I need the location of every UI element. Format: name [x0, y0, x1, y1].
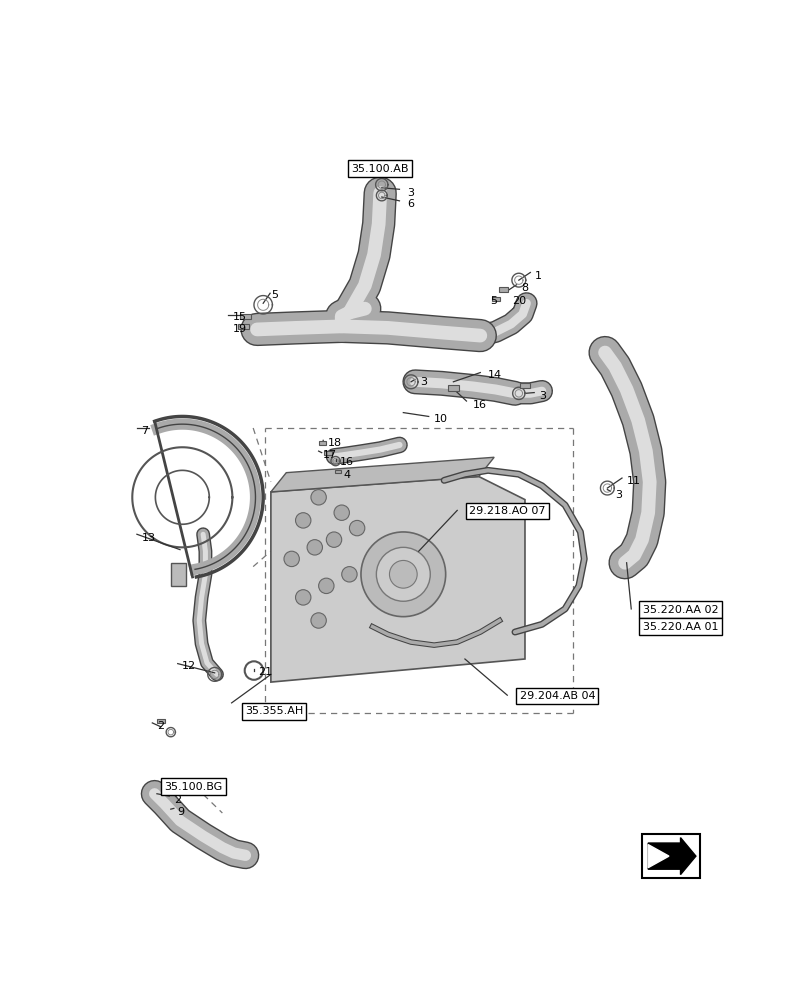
Text: 3: 3 [539, 391, 546, 401]
Circle shape [311, 613, 326, 628]
Text: 9: 9 [178, 807, 185, 817]
Text: 35.100.BG: 35.100.BG [164, 782, 222, 792]
Text: 19: 19 [233, 324, 246, 334]
Text: 11: 11 [627, 476, 641, 486]
Text: 10: 10 [434, 414, 448, 424]
Text: 21: 21 [259, 667, 272, 677]
Text: 3: 3 [615, 490, 622, 500]
Polygon shape [170, 563, 186, 586]
Text: 12: 12 [182, 661, 196, 671]
Circle shape [307, 540, 322, 555]
Text: 6: 6 [407, 199, 415, 209]
Bar [520, 383, 529, 388]
Text: 15: 15 [233, 312, 246, 322]
Circle shape [326, 532, 342, 547]
Bar [240, 314, 250, 319]
Circle shape [349, 520, 365, 536]
Bar [238, 324, 249, 329]
Text: 5: 5 [271, 290, 278, 300]
Polygon shape [271, 457, 494, 492]
Text: 3: 3 [407, 188, 415, 198]
Circle shape [311, 490, 326, 505]
Text: 8: 8 [521, 283, 528, 293]
Text: 16: 16 [473, 400, 486, 410]
Circle shape [318, 578, 334, 594]
Text: 2: 2 [157, 721, 164, 731]
Text: 29.218.AO 07: 29.218.AO 07 [469, 506, 545, 516]
Text: 3: 3 [420, 377, 427, 387]
Bar [335, 470, 341, 473]
Text: 2: 2 [174, 795, 181, 805]
Circle shape [334, 505, 349, 520]
Circle shape [296, 590, 311, 605]
Text: 35.220.AA 01: 35.220.AA 01 [643, 622, 718, 632]
Circle shape [342, 567, 357, 582]
Text: 4: 4 [343, 470, 351, 480]
Bar [324, 451, 332, 455]
Text: 20: 20 [512, 296, 526, 306]
Bar [318, 441, 326, 445]
Text: 5: 5 [490, 296, 498, 306]
Text: 18: 18 [328, 438, 342, 448]
Circle shape [389, 560, 417, 588]
Bar [157, 719, 165, 723]
Text: 16: 16 [340, 457, 354, 467]
Circle shape [361, 532, 446, 617]
Text: 35.100.AB: 35.100.AB [351, 164, 409, 174]
Text: 17: 17 [323, 450, 338, 460]
Circle shape [377, 547, 431, 601]
Polygon shape [648, 838, 696, 875]
Polygon shape [648, 845, 669, 868]
Text: 1: 1 [535, 271, 542, 281]
Text: 29.204.AB 04: 29.204.AB 04 [520, 691, 595, 701]
Text: 35.220.AA 02: 35.220.AA 02 [642, 605, 718, 615]
Text: 35.355.AH: 35.355.AH [245, 706, 303, 716]
Bar [492, 297, 499, 301]
Bar [642, 834, 700, 878]
Bar [448, 385, 459, 391]
Text: 13: 13 [141, 533, 155, 543]
Bar [499, 287, 508, 292]
Circle shape [296, 513, 311, 528]
Text: 14: 14 [488, 370, 502, 380]
Circle shape [284, 551, 300, 567]
Polygon shape [271, 477, 525, 682]
Text: 7: 7 [141, 426, 149, 436]
